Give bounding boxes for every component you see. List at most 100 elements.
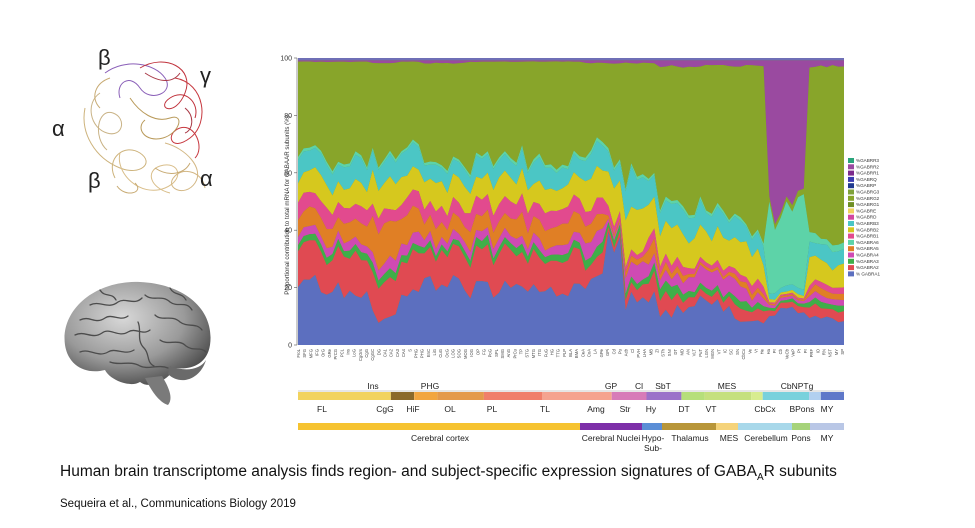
x-tick-label: Cb (778, 348, 783, 354)
legend-swatch (848, 202, 854, 208)
region-CbCx (762, 392, 810, 400)
x-tick-label: NST (828, 349, 833, 358)
area-GABRR (298, 60, 844, 225)
region-top-label: PHG (421, 381, 439, 391)
region-VT (751, 392, 763, 400)
legend-label: %GABRD (856, 215, 877, 220)
x-tick-label: DT (673, 349, 678, 355)
region-label: BPons (789, 404, 814, 414)
x-tick-label: IO (815, 348, 820, 353)
x-tick-label: AN (686, 349, 691, 355)
legend-label: %GABRA4 (856, 253, 879, 258)
x-tick-label: LA (593, 349, 598, 354)
legend-swatch (848, 258, 854, 264)
x-tick-label: LOG (451, 349, 456, 358)
x-tick-label: MB (648, 349, 653, 355)
x-tick-label: PLP (562, 349, 567, 357)
x-tick-label: CgG (364, 349, 369, 358)
legend-label: %GABRB1 (856, 234, 879, 239)
x-tick-label: He (760, 348, 765, 354)
legend-swatch (848, 221, 854, 226)
x-tick-label: VLT (692, 349, 697, 357)
x-tick-label: VeP (791, 349, 796, 357)
x-tick-label: RN (822, 349, 827, 355)
x-tick-label: DG (376, 349, 381, 355)
x-tick-label: PHG (414, 349, 419, 358)
region-label: HiF (406, 404, 419, 414)
x-tick-label: MFG (308, 349, 313, 358)
area-GABRG2 (298, 61, 844, 246)
region-PL (483, 392, 542, 400)
legend-label: %GABRR2 (856, 164, 879, 169)
region-top-label: MES (718, 381, 737, 391)
x-tick-label: PRF (809, 349, 814, 358)
legend-label: %GABRA5 (856, 246, 879, 251)
legend-label: %GABRG3 (856, 190, 880, 195)
x-tick-label: STG (525, 349, 530, 358)
legend-label: %GABRB3 (856, 221, 879, 226)
x-tick-label: PrCG (333, 349, 338, 359)
y-tick-label: 20 (284, 285, 292, 292)
region-top-label: CbNPTg (781, 381, 814, 391)
legend-label: %GABRA2 (856, 265, 879, 270)
major-region-bar (662, 423, 716, 430)
region-strip (298, 390, 844, 392)
x-tick-label: VT (716, 349, 721, 355)
x-tick-label: CuG (438, 349, 443, 358)
x-tick-label: CeA (580, 349, 585, 357)
x-tick-label: LoG (352, 349, 357, 357)
major-region-bar (580, 423, 642, 430)
region-label: TL (540, 404, 550, 414)
region-HiF (414, 392, 438, 400)
x-tick-label: IOG (469, 349, 474, 357)
y-tick-label: 40 (284, 228, 292, 235)
major-region-label: MY (821, 433, 834, 443)
region-label: MY (821, 404, 834, 414)
x-tick-label: PoG (488, 349, 493, 357)
subunit-label-alpha-right: α (200, 166, 213, 191)
legend-swatch (848, 208, 854, 214)
region-top-label: GP (605, 381, 618, 391)
y-axis-label: Proportional contribution to total mRNA … (284, 115, 291, 295)
subunit-label-alpha-left: α (52, 116, 65, 141)
region-bar-lower: Cerebral cortex Cerebral Nuclei Hypo-Sub- T… (298, 423, 844, 453)
caption-main: Human brain transcriptome analysis finds… (60, 463, 757, 480)
y-tick-label: 100 (280, 56, 292, 63)
region-label: CbCx (754, 404, 776, 414)
x-tick-label: Ve (747, 348, 752, 354)
region-top-label: Ins (367, 381, 378, 391)
x-tick-label: PrCu (512, 348, 517, 358)
major-region-bar (716, 423, 738, 430)
legend-swatch (848, 271, 854, 277)
region-Str (646, 392, 682, 400)
major-region-label: Thalamus (671, 433, 708, 443)
x-tick-label: STh (661, 348, 666, 356)
legend-label: %GABRA3 (856, 259, 879, 264)
legend-swatch (848, 239, 854, 245)
region-label: Str (620, 404, 631, 414)
legend-swatch (848, 195, 854, 201)
legend-swatch (848, 265, 854, 271)
region-BPons (809, 392, 821, 400)
area-GABRB1 (298, 189, 844, 305)
subunit-label-beta-bottom: β (88, 168, 101, 193)
x-tick-label: SMG (500, 349, 505, 359)
region-top-label: SbT (655, 381, 671, 391)
x-tick-label: Cl (630, 349, 635, 353)
region-top-label: Cl (635, 381, 643, 391)
x-tick-label: PVH (636, 349, 641, 358)
legend-swatch (848, 233, 854, 239)
major-region-label: Pons (791, 433, 810, 443)
area-GABRA2 (298, 227, 844, 324)
legend-label: %GABRB2 (856, 227, 879, 232)
x-axis-tick-labels: FroL SFG MFG IFG OrG GRe PrCG PCL Ins LoG CgGrs CgG… (296, 348, 845, 361)
major-region-bar (738, 423, 792, 430)
x-tick-label: FuG (543, 349, 548, 357)
legend-label: %GABRQ (856, 177, 877, 182)
x-tick-label: MD (679, 349, 684, 356)
x-tick-label: IFG (315, 349, 320, 356)
legend-swatch (848, 227, 854, 233)
x-tick-label: EnC (426, 349, 431, 357)
legend-label: %GABRG2 (856, 196, 880, 201)
x-tick-label: OP (475, 349, 480, 355)
